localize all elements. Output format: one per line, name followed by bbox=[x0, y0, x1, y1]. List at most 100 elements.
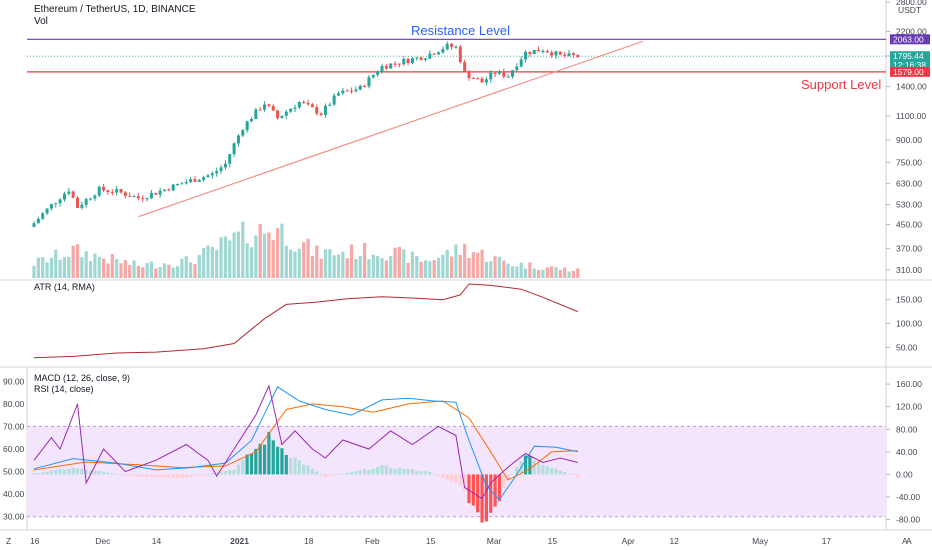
macd-histogram-bar bbox=[410, 469, 415, 475]
volume-bar bbox=[276, 228, 280, 278]
macd-histogram-bar bbox=[128, 474, 132, 476]
macd-histogram-bar bbox=[249, 453, 254, 475]
volume-bar bbox=[36, 257, 40, 278]
candle-body bbox=[502, 71, 506, 77]
volume-bar bbox=[93, 253, 97, 278]
macd-histogram-bar bbox=[567, 473, 571, 475]
volume-bar bbox=[154, 268, 158, 278]
timezone-button[interactable]: Z bbox=[6, 536, 11, 546]
rsi-tick-label: 80.00 bbox=[3, 399, 25, 409]
volume-bar bbox=[58, 259, 62, 278]
candle-body bbox=[576, 55, 580, 57]
macd-title: MACD (12, 26, close, 9) bbox=[34, 373, 130, 383]
macd-histogram-bar bbox=[62, 469, 67, 475]
volume-bar bbox=[315, 245, 319, 278]
volume-bar bbox=[541, 269, 545, 278]
volume-bar bbox=[406, 262, 410, 278]
candle-body bbox=[36, 218, 40, 224]
volume-bar bbox=[193, 264, 197, 278]
volume-bar bbox=[149, 261, 154, 278]
volume-bar bbox=[328, 249, 332, 278]
macd-histogram-bar bbox=[154, 474, 158, 478]
macd-histogram-bar bbox=[175, 474, 180, 479]
macd-histogram-bar bbox=[428, 472, 432, 475]
macd-histogram-bar bbox=[254, 448, 258, 475]
candle-body bbox=[189, 179, 193, 182]
volume-bar bbox=[110, 253, 114, 278]
macd-histogram-bar bbox=[119, 474, 123, 476]
volume-bar bbox=[519, 262, 523, 278]
volume-bar bbox=[576, 268, 580, 278]
volume-bar bbox=[289, 249, 293, 278]
volume-bar bbox=[249, 247, 254, 278]
support-annotation: Support Level bbox=[801, 77, 881, 92]
macd-histogram-bar bbox=[441, 474, 445, 478]
macd-histogram-bar bbox=[97, 471, 101, 475]
volume-bar bbox=[97, 256, 101, 278]
macd-histogram-bar bbox=[202, 474, 206, 476]
macd-histogram-bar bbox=[136, 474, 140, 477]
macd-histogram-bar bbox=[162, 474, 167, 478]
atr-tick-label: 50.00 bbox=[896, 342, 918, 352]
candle-body bbox=[315, 107, 319, 114]
volume-bar bbox=[115, 259, 119, 278]
price-tick-label: 630.00 bbox=[896, 179, 922, 189]
x-tick-label: Dec bbox=[95, 536, 111, 546]
rsi-tick-label: 70.00 bbox=[3, 421, 25, 431]
macd-histogram-bar bbox=[510, 473, 515, 475]
macd-histogram-bar bbox=[349, 471, 354, 475]
candle-body bbox=[541, 50, 545, 52]
candle-body bbox=[206, 175, 210, 178]
candle-body bbox=[176, 183, 180, 185]
volume-bar bbox=[376, 256, 380, 278]
candle-body bbox=[410, 58, 414, 63]
candle-body bbox=[558, 51, 562, 55]
auto-scale-button[interactable]: A bbox=[906, 536, 912, 546]
macd-histogram-bar bbox=[554, 468, 558, 475]
volume-bar bbox=[510, 266, 515, 278]
macd-histogram-bar bbox=[284, 454, 288, 475]
macd-histogram-bar bbox=[463, 474, 467, 491]
candle-body bbox=[280, 115, 284, 119]
macd-histogram-bar bbox=[41, 472, 45, 475]
candle-body bbox=[267, 104, 271, 106]
candle-body bbox=[506, 76, 510, 78]
volume-bar bbox=[184, 256, 188, 278]
macd-histogram-bar bbox=[497, 474, 502, 501]
candle-body bbox=[489, 72, 493, 80]
volume-bar bbox=[158, 266, 162, 278]
candle-body bbox=[445, 43, 449, 50]
candle-body bbox=[62, 193, 66, 200]
volume-bar bbox=[545, 267, 549, 278]
candle-body bbox=[437, 52, 441, 55]
volume-bar bbox=[471, 252, 475, 278]
candle-body bbox=[450, 43, 454, 48]
macd-histogram-bar bbox=[476, 474, 480, 513]
candle-body bbox=[193, 179, 197, 182]
macd-histogram-bar bbox=[506, 474, 510, 480]
candle-body bbox=[419, 57, 423, 60]
volume-bar bbox=[302, 242, 306, 278]
volume-bar bbox=[210, 246, 214, 278]
macd-histogram-bar bbox=[293, 457, 297, 475]
trendline bbox=[138, 40, 644, 218]
candle-body bbox=[284, 111, 288, 116]
candle-body bbox=[471, 77, 475, 79]
macd-histogram-bar bbox=[423, 470, 428, 475]
macd-histogram-bar bbox=[171, 474, 175, 478]
macd-histogram-bar bbox=[458, 474, 462, 486]
volume-bar bbox=[558, 269, 562, 278]
candle-body bbox=[241, 130, 245, 136]
volume-bar bbox=[571, 270, 575, 278]
candle-body bbox=[110, 192, 114, 194]
volume-bar bbox=[49, 257, 53, 278]
macd-tick-label: 80.00 bbox=[896, 424, 918, 434]
support-price-tag: 1579.00 bbox=[890, 66, 930, 77]
rsi-tick-label: 40.00 bbox=[3, 489, 25, 499]
atr-line bbox=[33, 283, 578, 359]
candle-body bbox=[32, 223, 36, 227]
x-tick-label: 18 bbox=[304, 536, 314, 546]
candle-body bbox=[132, 196, 136, 198]
candle-body bbox=[563, 54, 567, 56]
macd-histogram-bar bbox=[358, 470, 362, 475]
